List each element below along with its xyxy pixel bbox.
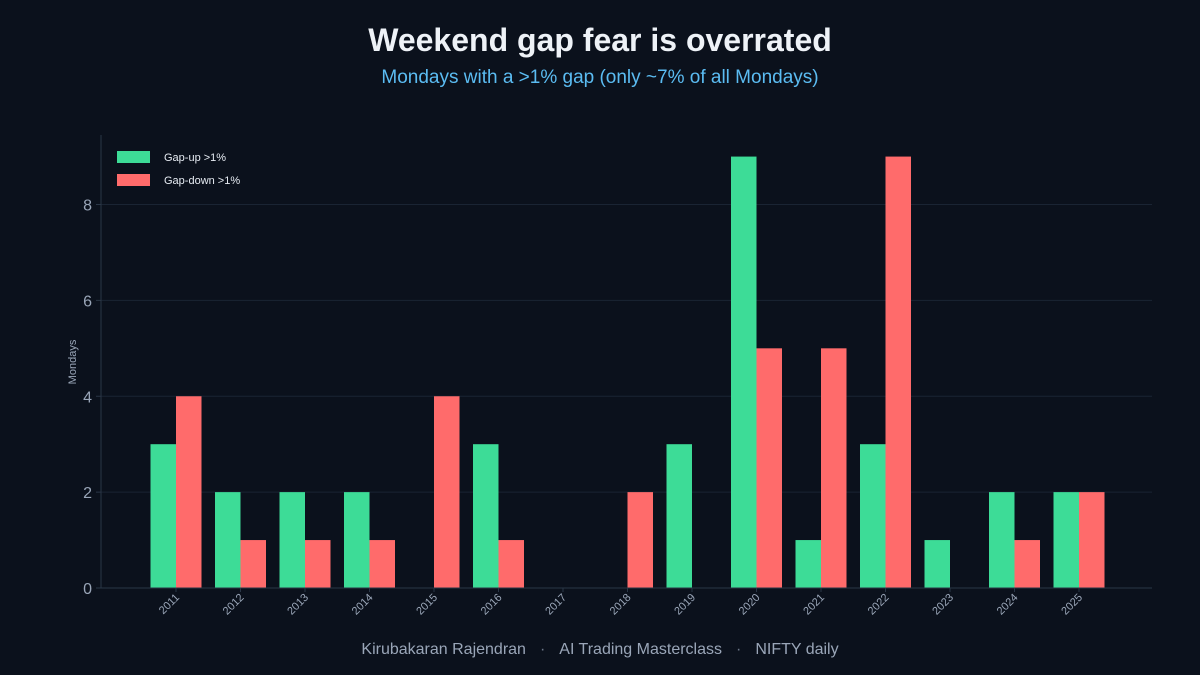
bar-gap-down-2015 [434,396,460,588]
y-tick-labels: 0 2 4 6 8 [83,198,101,598]
legend-label: Gap-down >1% [164,175,240,187]
footer-separator: · [539,641,546,658]
bar-gap-down-2020 [756,348,782,588]
x-tick-label: 2025 [1059,592,1085,618]
bar-gap-down-2024 [1014,540,1040,588]
x-tick-label: 2019 [672,592,698,618]
y-tick-label: 6 [83,293,92,310]
bar-gap-down-2014 [369,540,395,588]
y-tick-label: 4 [83,389,92,406]
footer: Kirubakaran Rajendran · AI Trading Masterc… [0,641,1200,659]
bar-gap-up-2016 [473,444,499,588]
bar-gap-down-2016 [498,540,524,588]
y-tick-label: 0 [83,581,92,598]
legend: Gap-up >1% Gap-down >1% [117,151,240,187]
bar-gap-up-2013 [279,492,305,588]
x-tick-label: 2022 [866,592,892,618]
footer-dataset: NIFTY daily [755,641,839,658]
bar-gap-down-2021 [821,348,847,588]
axes [100,135,1152,589]
bar-gap-up-2022 [860,444,886,588]
y-axis-label: Mondays [67,339,79,384]
footer-author: Kirubakaran Rajendran [361,641,526,658]
legend-swatch [117,174,150,186]
x-tick-label: 2016 [479,592,505,618]
legend-label: Gap-up >1% [164,152,226,164]
y-tick-label: 8 [83,198,92,215]
x-tick-label: 2011 [157,592,182,617]
x-tick-label: 2024 [995,592,1021,618]
bar-gap-down-2011 [176,396,202,588]
legend-swatch [117,151,150,163]
x-tick-label: 2012 [221,592,247,618]
x-tick-label: 2021 [801,592,827,618]
chart-subtitle: Mondays with a >1% gap (only ~7% of all … [381,67,819,88]
bar-gap-up-2011 [150,444,176,588]
bar-gap-up-2019 [666,444,692,588]
x-tick-labels: 2011 2012 2013 2014 2015 2016 2017 2018 2019 2020… [157,588,1085,617]
bar-gap-down-2013 [305,540,331,588]
x-tick-label: 2023 [930,592,956,618]
footer-course: AI Trading Masterclass [559,641,722,658]
grid-lines [101,204,1152,493]
bar-gap-up-2021 [795,540,821,588]
x-tick-label: 2020 [737,592,763,618]
bar-gap-up-2014 [344,492,370,588]
x-tick-label: 2015 [414,592,440,618]
footer-separator: · [736,641,742,658]
y-tick-label: 2 [83,485,92,502]
x-tick-label: 2014 [350,592,376,618]
bar-gap-up-2012 [215,492,241,588]
chart-title: Weekend gap fear is overrated [368,22,832,58]
bar-gap-up-2023 [924,540,950,588]
bar-gap-up-2024 [989,492,1015,588]
bar-gap-down-2018 [627,492,653,588]
bar-gap-up-2025 [1053,492,1079,588]
bar-gap-down-2012 [240,540,266,588]
bar-gap-down-2025 [1079,492,1105,588]
bars [150,156,1105,589]
bar-gap-up-2020 [731,156,757,589]
x-tick-label: 2018 [608,592,634,618]
x-tick-label: 2017 [543,592,569,618]
bar-gap-down-2022 [885,156,911,589]
x-tick-label: 2013 [285,592,311,618]
